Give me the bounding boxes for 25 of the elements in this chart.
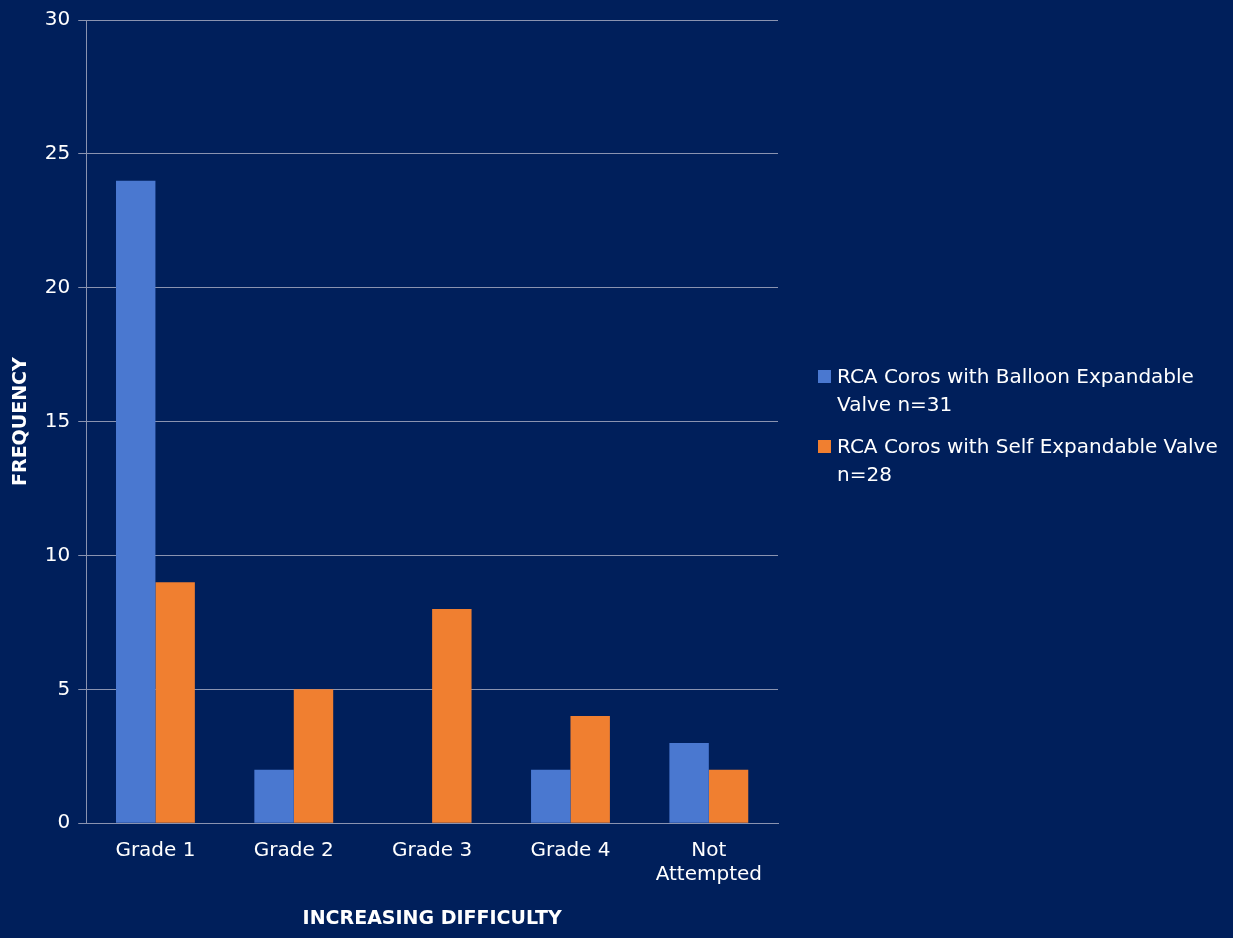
bar [254,769,294,823]
x-tick-label: Grade 4 [530,837,611,862]
y-axis-title: FREQUENCY [8,356,31,486]
x-tick-label: Not Attempted [655,837,762,886]
y-tick-label: 5 [57,675,71,700]
y-tick-label: 0 [57,809,71,834]
bar [669,742,709,823]
bar [116,180,156,823]
y-tick-label: 25 [44,140,71,165]
bar [531,769,571,823]
x-axis-title: INCREASING DIFFICULTY [302,905,562,928]
bar [432,609,472,823]
bar [708,769,749,823]
y-tick-label: 10 [44,541,71,566]
y-tick-label: 30 [44,6,71,31]
y-tick-label: 20 [44,273,71,298]
bar [293,689,334,823]
x-tick-label: Grade 3 [392,837,473,862]
x-tick-label: Grade 1 [115,837,196,862]
legend-label: RCA Coros with Balloon Expandable Valve n=31 [837,362,1195,418]
bar [155,582,195,823]
x-tick-label: Grade 2 [253,837,334,862]
y-tick-label: 15 [44,407,71,432]
legend-label: RCA Coros with Self Expandable Valve n=28 [837,432,1219,488]
bar [570,716,610,823]
